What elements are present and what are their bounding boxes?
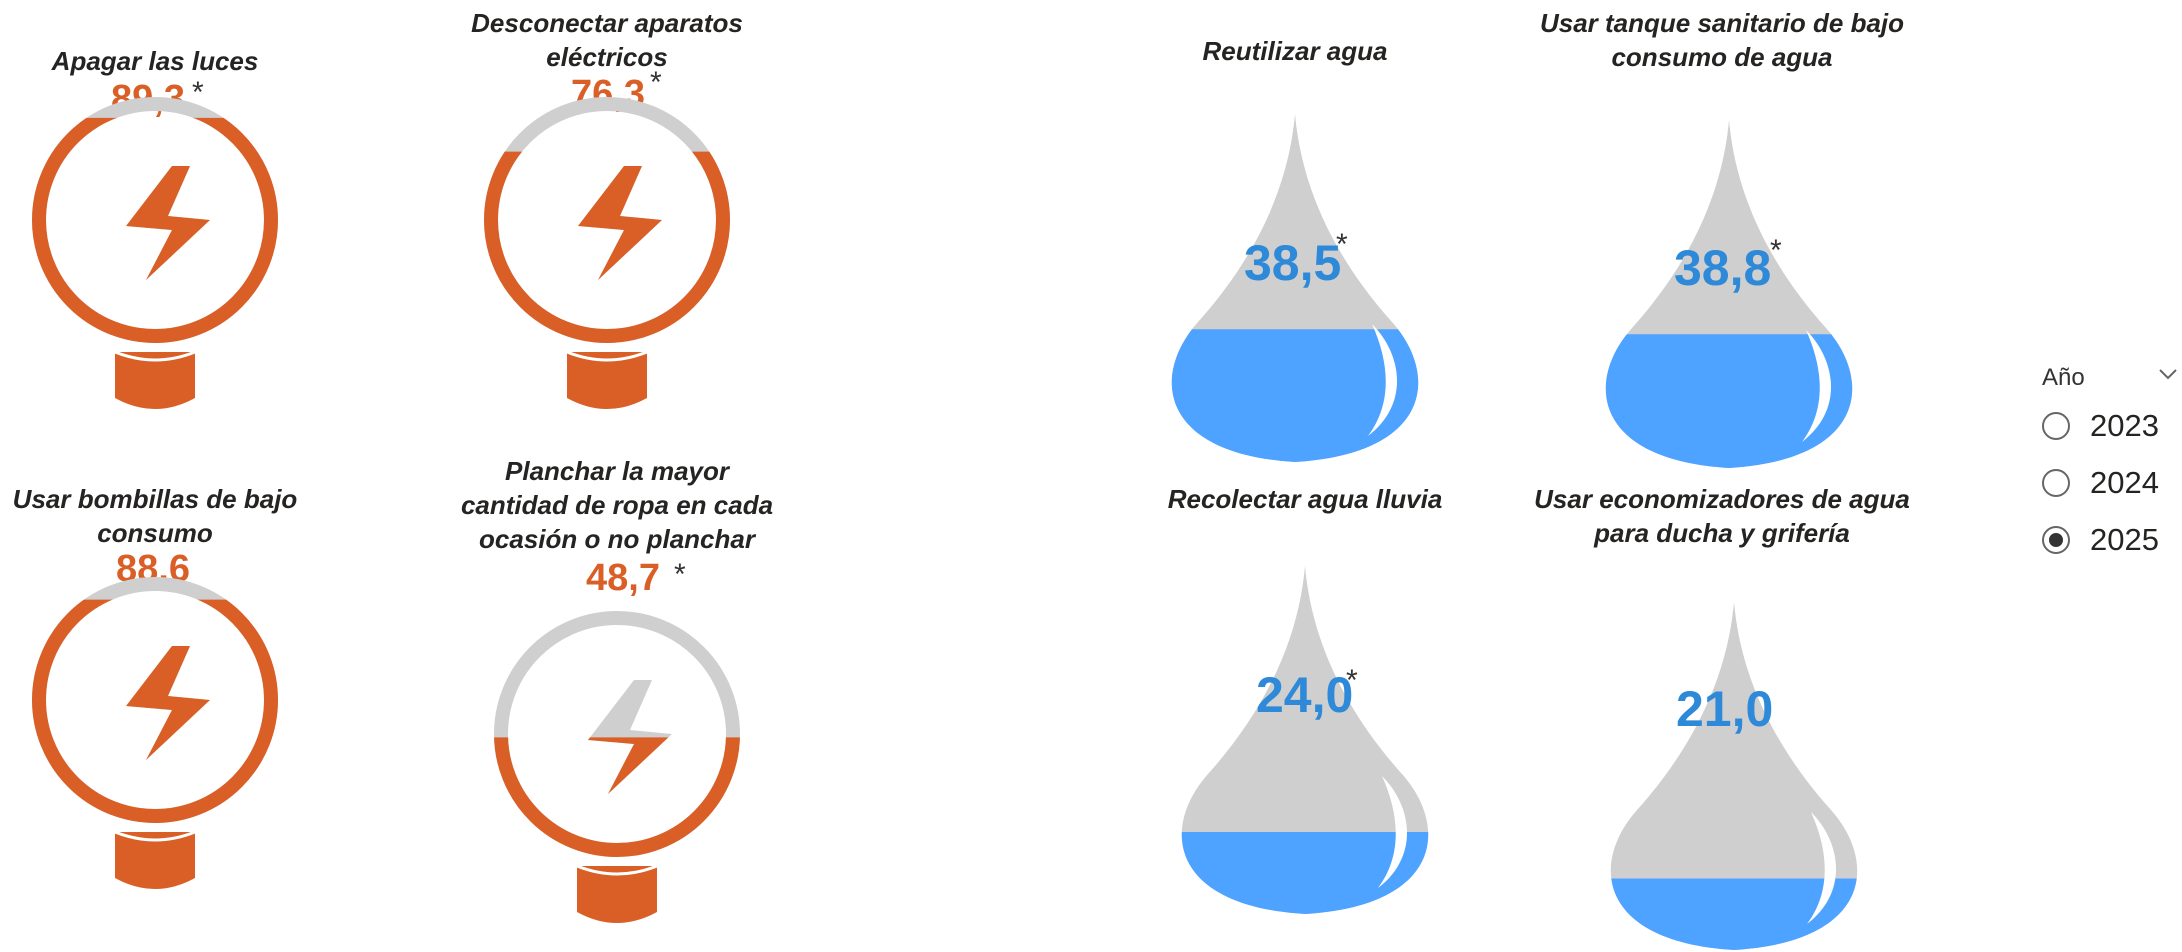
water-title: Reutilizar agua: [1202, 36, 1388, 66]
year-option-2025[interactable]: 2025: [2042, 518, 2172, 564]
water-card-1: Usar tanque sanitario de bajo consumo de…: [1532, 6, 1912, 470]
drop-highlight: [1802, 330, 1832, 442]
bulb-base: [115, 832, 195, 889]
water-value: 21,0: [1676, 681, 1774, 737]
drop-filled: [1171, 329, 1419, 462]
year-option-2023[interactable]: 2023: [2042, 404, 2172, 450]
water-card-0: Reutilizar agua 38,5 *: [1140, 30, 1450, 470]
water-card-2: Recolectar agua lluvia 24,0 *: [1150, 482, 1460, 914]
water-title: Recolectar agua lluvia: [1167, 484, 1443, 514]
radio-button[interactable]: [2042, 469, 2070, 497]
option-label: 2024: [2090, 465, 2159, 500]
water-drop-icon: [1171, 114, 1419, 462]
significance-star: *: [1336, 228, 1348, 261]
water-title: Usar economizadores de agua para ducha y…: [1534, 484, 1910, 548]
water-drop-icon: [1181, 566, 1429, 914]
energy-card-2: Usar bombillas de bajo consumo 88,6: [0, 482, 310, 902]
water-value: 38,8: [1674, 240, 1772, 296]
energy-title: Desconectar aparatos eléctricos: [471, 8, 743, 72]
energy-title: Usar bombillas de bajo consumo: [12, 484, 298, 548]
energy-title: Apagar las luces: [51, 46, 259, 76]
drop-filled: [1605, 334, 1853, 468]
energy-card-3: Planchar la mayor cantidad de ropa en ca…: [452, 454, 782, 923]
bulb-filled: [32, 599, 278, 823]
lightning-bulb-icon: [494, 611, 740, 923]
bulb-filled: [32, 117, 278, 343]
option-label: 2023: [2090, 408, 2159, 443]
energy-value: 48,7: [586, 557, 660, 599]
significance-star: *: [674, 558, 686, 591]
slicer-title: Año: [2042, 364, 2085, 391]
water-title: Usar tanque sanitario de bajo consumo de…: [1539, 8, 1905, 72]
option-label: 2025: [2090, 522, 2159, 557]
drop-highlight: [1378, 776, 1408, 888]
bulb-filled: [484, 151, 730, 343]
lightning-bulb-icon: [32, 97, 278, 409]
water-drop-icon: [1610, 602, 1858, 950]
drop-empty: [1610, 602, 1858, 950]
significance-star: *: [192, 76, 204, 109]
bulb-filled: [494, 737, 740, 857]
drop-empty: [1181, 566, 1429, 914]
water-value: 38,5: [1244, 235, 1342, 291]
lightning-bulb-icon: [32, 577, 278, 889]
drop-filled: [1181, 832, 1429, 914]
energy-card-1: Desconectar aparatos eléctricos 76,3 *: [452, 6, 762, 436]
year-slicer: Año 2023 2024 2025: [2040, 360, 2182, 570]
drop-highlight: [1807, 812, 1837, 924]
bulb-base: [567, 352, 647, 409]
water-card-3: Usar economizadores de agua para ducha y…: [1532, 482, 1912, 950]
radio-button[interactable]: [2042, 526, 2070, 554]
drop-highlight: [1368, 324, 1398, 436]
water-value: 24,0: [1256, 667, 1354, 723]
significance-star: *: [1346, 664, 1358, 697]
lightning-bulb-icon: [484, 97, 730, 409]
year-option-2024[interactable]: 2024: [2042, 461, 2172, 507]
radio-button[interactable]: [2042, 412, 2070, 440]
water-drop-icon: [1605, 120, 1853, 468]
bulb-base: [577, 866, 657, 923]
chevron-down-icon[interactable]: [2156, 362, 2180, 386]
significance-star: *: [1770, 234, 1782, 267]
bulb-base: [115, 352, 195, 409]
energy-title: Planchar la mayor cantidad de ropa en ca…: [460, 456, 774, 554]
energy-card-0: Apagar las luces 89,3 *: [0, 40, 310, 430]
significance-star: *: [650, 66, 662, 99]
